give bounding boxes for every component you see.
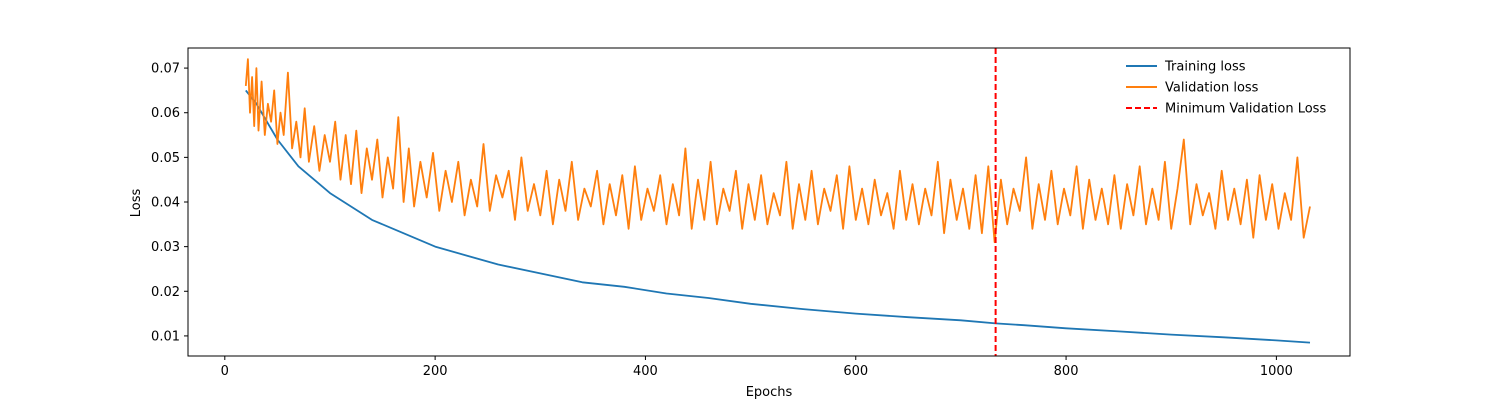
plot-area xyxy=(244,48,1311,356)
series-line-validation-loss xyxy=(244,58,1311,244)
x-axis: 0 200 400 600 800 1000 xyxy=(221,356,1293,379)
y-tick-label: 0.02 xyxy=(151,285,180,300)
x-tick-label: 800 xyxy=(1054,364,1079,379)
y-tick-label: 0.04 xyxy=(151,196,180,211)
legend-label: Validation loss xyxy=(1165,81,1259,96)
y-tick-label: 0.03 xyxy=(151,240,180,255)
y-tick-label: 0.01 xyxy=(151,329,180,344)
y-tick-label: 0.07 xyxy=(151,62,180,77)
legend-label: Training loss xyxy=(1164,60,1246,75)
y-tick-label: 0.06 xyxy=(151,106,180,121)
y-tick-label: 0.05 xyxy=(151,151,180,166)
legend-label: Minimum Validation Loss xyxy=(1165,102,1326,117)
x-tick-label: 200 xyxy=(423,364,448,379)
series-line-training-loss xyxy=(245,89,1311,344)
x-tick-label: 400 xyxy=(633,364,658,379)
x-tick-label: 600 xyxy=(843,364,868,379)
x-tick-label: 1000 xyxy=(1260,364,1293,379)
legend: Training loss Validation loss Minimum Vali… xyxy=(1126,60,1326,117)
x-tick-label: 0 xyxy=(221,364,229,379)
x-axis-label: Epochs xyxy=(746,385,793,400)
y-axis-label: Loss xyxy=(129,189,144,218)
y-axis: 0.01 0.02 0.03 0.04 0.05 0.06 0.07 xyxy=(151,62,188,344)
